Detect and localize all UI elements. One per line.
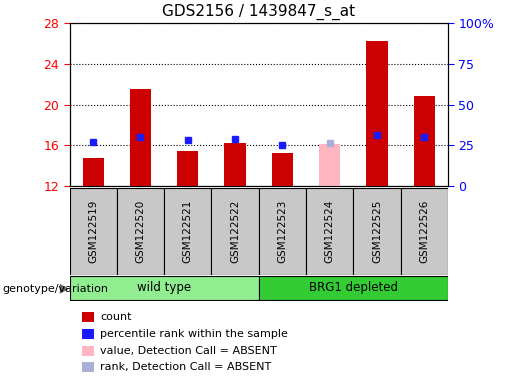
Text: GSM122519: GSM122519	[88, 200, 98, 263]
Bar	[70, 188, 117, 275]
Text: percentile rank within the sample: percentile rank within the sample	[100, 329, 288, 339]
Title: GDS2156 / 1439847_s_at: GDS2156 / 1439847_s_at	[162, 4, 355, 20]
Text: value, Detection Call = ABSENT: value, Detection Call = ABSENT	[100, 346, 277, 356]
Bar	[401, 188, 448, 275]
Bar	[70, 276, 259, 300]
Text: genotype/variation: genotype/variation	[3, 284, 109, 294]
Bar	[272, 152, 293, 186]
Bar	[177, 151, 198, 186]
Text: wild type: wild type	[137, 281, 191, 295]
Polygon shape	[60, 284, 69, 294]
Bar	[212, 188, 259, 275]
Bar	[117, 188, 164, 275]
Text: GSM122522: GSM122522	[230, 200, 240, 263]
Bar	[367, 41, 388, 186]
Bar	[82, 158, 104, 186]
Text: GSM122525: GSM122525	[372, 200, 382, 263]
Text: GSM122521: GSM122521	[183, 200, 193, 263]
Text: GSM122523: GSM122523	[278, 200, 287, 263]
Bar	[319, 144, 340, 186]
Text: rank, Detection Call = ABSENT: rank, Detection Call = ABSENT	[100, 362, 271, 372]
Bar	[164, 188, 212, 275]
Text: GSM122524: GSM122524	[325, 200, 335, 263]
Text: count: count	[100, 312, 131, 322]
Bar	[353, 188, 401, 275]
Bar	[414, 96, 435, 186]
Bar	[259, 188, 306, 275]
Bar	[259, 276, 448, 300]
Bar	[225, 143, 246, 186]
Text: BRG1 depleted: BRG1 depleted	[309, 281, 398, 295]
Bar	[130, 89, 151, 186]
Text: GSM122520: GSM122520	[135, 200, 146, 263]
Text: GSM122526: GSM122526	[419, 200, 430, 263]
Bar	[306, 188, 353, 275]
